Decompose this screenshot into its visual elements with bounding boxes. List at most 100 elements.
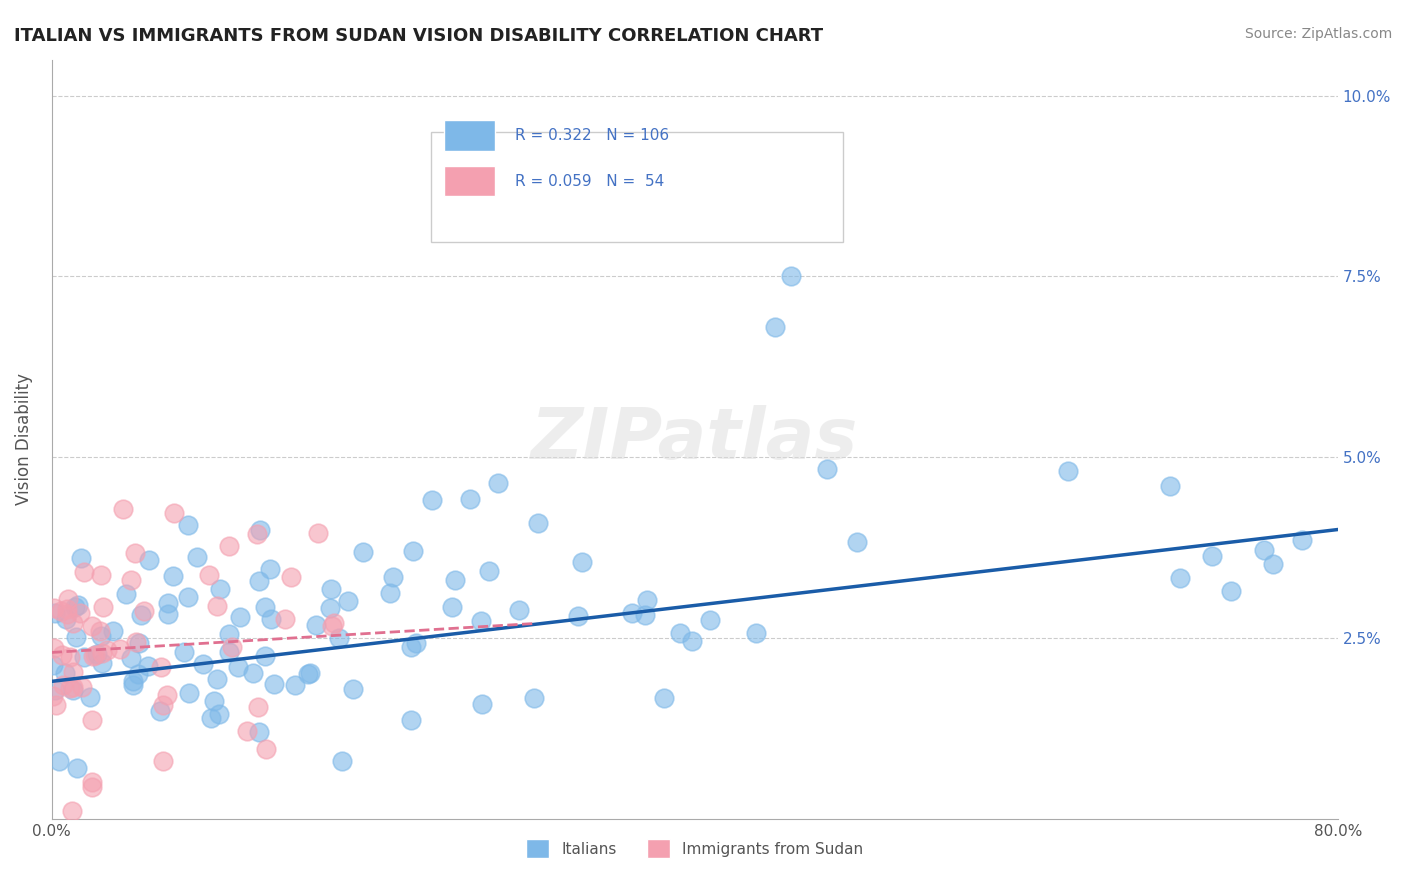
Point — [796, 161, 818, 175]
Point — [44, 601, 66, 615]
Point — [51, 648, 73, 663]
Point — [177, 517, 200, 532]
Point — [352, 545, 374, 559]
Point — [115, 587, 138, 601]
Point — [62, 805, 84, 819]
Point — [59, 650, 82, 665]
Point — [226, 659, 249, 673]
Point — [163, 506, 186, 520]
Point — [59, 681, 82, 695]
Point — [66, 761, 89, 775]
Point — [440, 599, 463, 614]
Point — [420, 493, 443, 508]
Point — [254, 649, 277, 664]
FancyBboxPatch shape — [432, 132, 842, 242]
Point — [319, 600, 342, 615]
Point — [42, 689, 65, 703]
Point — [208, 706, 231, 721]
Point — [56, 592, 79, 607]
Text: ZIPatlas: ZIPatlas — [531, 405, 859, 474]
Legend: Italians, Immigrants from Sudan: Italians, Immigrants from Sudan — [520, 833, 869, 864]
Point — [636, 593, 658, 607]
Point — [45, 698, 67, 713]
Point — [44, 682, 66, 697]
Point — [443, 574, 465, 588]
Point — [52, 678, 75, 692]
Point — [508, 603, 530, 617]
Y-axis label: Vision Disability: Vision Disability — [15, 373, 32, 505]
Point — [70, 680, 93, 694]
Point — [55, 602, 77, 616]
Point — [254, 599, 277, 614]
Point — [652, 690, 675, 705]
Point — [236, 723, 259, 738]
Point — [157, 596, 180, 610]
Point — [42, 657, 65, 672]
Point — [218, 539, 240, 553]
Point — [122, 673, 145, 688]
Point — [1291, 533, 1313, 547]
Point — [1168, 571, 1191, 585]
Point — [179, 686, 201, 700]
Point — [323, 615, 346, 630]
Point — [84, 648, 107, 662]
Point — [55, 612, 77, 626]
Point — [177, 591, 200, 605]
Point — [89, 624, 111, 638]
Point — [283, 677, 305, 691]
Point — [681, 633, 703, 648]
Point — [91, 646, 114, 660]
Point — [80, 780, 103, 794]
Point — [202, 693, 225, 707]
Point — [205, 672, 228, 686]
Point — [297, 667, 319, 681]
Point — [699, 613, 721, 627]
Point — [162, 569, 184, 583]
Point — [65, 599, 87, 614]
Point — [319, 582, 342, 597]
Point — [523, 690, 546, 705]
Point — [307, 525, 329, 540]
Point — [129, 608, 152, 623]
Point — [66, 598, 89, 612]
Point — [254, 741, 277, 756]
Point — [120, 574, 142, 588]
Point — [763, 320, 786, 334]
Point — [120, 651, 142, 665]
Point — [668, 626, 690, 640]
Point — [330, 755, 353, 769]
Point — [62, 680, 84, 694]
Point — [247, 574, 270, 588]
Point — [402, 544, 425, 558]
Point — [634, 608, 657, 623]
Point — [273, 611, 295, 625]
Point — [65, 631, 87, 645]
Point — [62, 665, 84, 679]
Point — [79, 690, 101, 705]
Point — [96, 642, 118, 657]
Text: R = 0.322   N = 106: R = 0.322 N = 106 — [515, 128, 669, 143]
Point — [405, 636, 427, 650]
Point — [48, 755, 70, 769]
Point — [134, 605, 156, 619]
Point — [478, 564, 501, 578]
Point — [69, 606, 91, 620]
Point — [157, 607, 180, 621]
Point — [191, 657, 214, 671]
Point — [229, 610, 252, 624]
Point — [42, 640, 65, 655]
Point — [128, 636, 150, 650]
Point — [246, 526, 269, 541]
Point — [399, 640, 422, 654]
Point — [72, 649, 94, 664]
Point — [263, 677, 285, 691]
Point — [259, 562, 281, 576]
Point — [152, 698, 174, 713]
Point — [221, 640, 243, 655]
Point — [380, 586, 402, 600]
Point — [1263, 558, 1285, 572]
Point — [62, 616, 84, 631]
Point — [82, 775, 104, 789]
Point — [745, 626, 768, 640]
Point — [470, 615, 492, 629]
